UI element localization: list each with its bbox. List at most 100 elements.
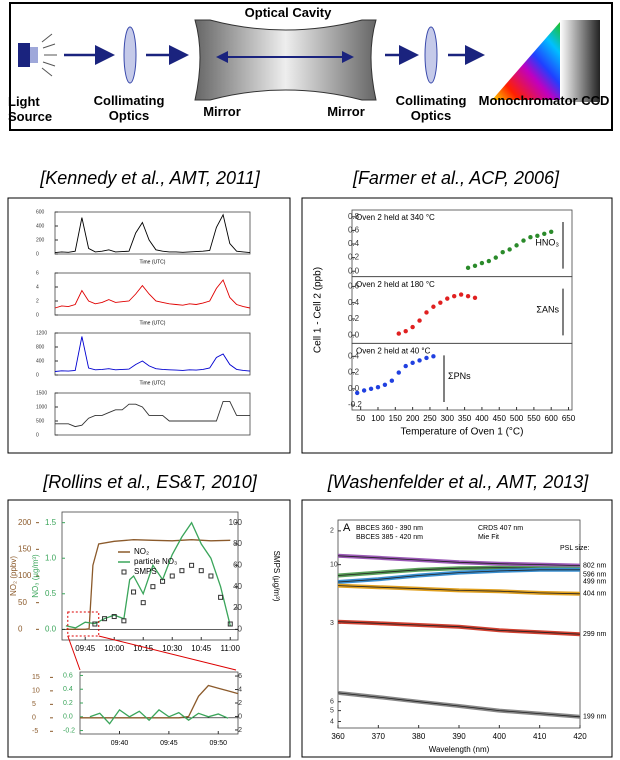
data-line [337,555,581,566]
y-tick-label: 200 [36,237,45,243]
y-tick-label: 0.6 [63,672,73,679]
y-tick-label: 400 [36,358,45,364]
data-point [431,354,436,359]
data-point [472,295,478,301]
data-point [445,296,450,301]
data-point [458,292,464,297]
data-point [218,594,224,600]
legend-label: BBCES 360 - 390 nm [356,525,423,532]
plot-frame [61,511,239,641]
y-tick-label: 0.2 [348,368,360,377]
x-tick-label: 390 [452,732,466,741]
component-label: Mirror [203,104,241,119]
y-tick-label: 0.2 [348,314,360,323]
legend-title: PSL size: [560,545,589,552]
data-point [208,573,214,579]
zoom-line [67,635,81,671]
data-line [65,521,231,629]
series-label: 596 nm [583,572,607,579]
prism [492,22,560,100]
data-point [403,363,408,369]
plot-frame [79,671,239,735]
y-tick-label: 1.5 [45,518,57,527]
y-tick-label: 0.6 [348,282,360,291]
zoom-box [67,611,100,637]
x-tick-label: 370 [372,732,386,741]
y-tick-label: 0 [18,624,23,633]
y-tick-label: 1500 [36,390,47,396]
y-tick-label: 5 [330,707,334,714]
data-point [500,249,505,255]
annotation: Oven 2 held at 40 °C [356,346,431,355]
component-label: Mirror [327,104,365,119]
data-point [479,260,485,266]
data-point [111,614,117,620]
citation: [Rollins et al., ES&T, 2010] [43,472,257,492]
data-point [150,584,156,590]
component-label: Collimating Optics [93,93,165,123]
x-tick-label: 350 [458,414,472,423]
y-tick-label: 1000 [36,404,47,410]
lens [123,26,137,84]
annotation: Oven 2 held at 180 °C [356,280,435,289]
annotation: ΣANs [536,304,559,314]
plot-frame [351,342,573,411]
legend-label: particle NO₃ [134,557,177,566]
y-tick-label: 6 [36,270,39,276]
data-point [472,263,478,268]
data-point [131,589,137,595]
x-tick-label: 600 [545,414,559,423]
x-tick-label: 10:45 [191,644,212,653]
y-tick-label: 0 [36,251,39,257]
x-tick-label: 09:45 [75,644,96,653]
data-point [431,304,436,309]
y-tick-label: 0 [238,624,243,633]
legend-label: SMPS [134,567,157,576]
y-tick-label: -0.2 [348,400,362,409]
y-tick-label: 0 [36,372,39,378]
y-tick-label: 6 [238,673,242,680]
data-point [227,621,233,627]
data-point [465,293,471,299]
x-axis-label: Time (UTC) [140,380,166,386]
y-tick-label: 0.4 [348,351,360,360]
data-line [337,585,581,595]
y-tick-label: 1.0 [45,553,57,562]
panel-frame [301,197,613,454]
x-tick-label: 360 [331,732,345,741]
y-tick-label: 100 [18,571,32,580]
data-point [198,568,204,574]
data-point [361,388,367,393]
data-point [452,293,457,299]
y-tick-label: 20 [233,603,242,612]
x-tick-label: 400 [493,732,507,741]
y-tick-label: 500 [36,418,45,424]
data-point [438,300,443,305]
y-tick-label: 600 [36,209,45,215]
data-point [140,600,146,606]
data-point [528,235,533,240]
series-label: 199 nm [583,714,607,721]
citation: [Washenfelder et al., AMT, 2013] [327,472,589,492]
y-tick-label: 0.0 [348,330,360,339]
y-tick-label: 0.4 [63,686,73,693]
series-label: 404 nm [583,591,607,598]
data-point [389,378,395,383]
y-tick-label: 10 [32,688,40,695]
data-line [89,709,229,725]
y-tick-label: 0.0 [348,266,360,275]
legend-symbol [121,569,127,575]
y-tick-label: 0.0 [45,624,57,633]
x-tick-label: 150 [389,414,403,423]
y-tick-label: 2 [238,700,242,707]
y-axis-label: Cell 1 - Cell 2 (ppb) [313,267,324,353]
citation: [Farmer et al., ACP, 2006] [352,168,560,188]
series-label: 499 nm [583,579,607,586]
data-point [424,355,429,361]
annotation: Oven 2 held at 340 °C [356,213,435,222]
data-line [54,213,251,254]
x-tick-label: 500 [510,414,524,423]
x-tick-label: 200 [406,414,420,423]
legend-label: CRDS 407 nm [478,525,523,532]
